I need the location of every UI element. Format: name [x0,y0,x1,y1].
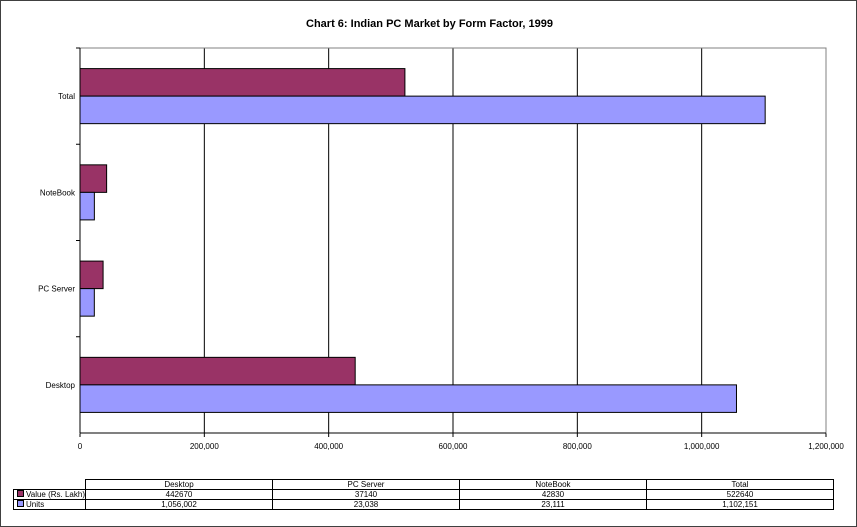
bar-value [79,260,104,290]
table-column-header: NoteBook [459,479,647,490]
x-tick-label: 800,000 [563,442,592,451]
legend-key [17,490,24,498]
table-column-header: Total [646,479,834,490]
table-cell: 522640 [646,489,834,500]
table-column-header: PC Server [272,479,460,490]
category-label: Total [58,92,75,101]
bar-units [79,384,737,413]
table-cell: 442670 [85,489,273,500]
x-tick-label: 0 [78,442,83,451]
legend-key [17,500,24,508]
table-column-header: Desktop [85,479,273,490]
table-corner [13,479,86,490]
table-cell: 1,102,151 [646,499,834,510]
table-row: Units 1,056,002 23,038 23,111 1,102,151 [13,499,834,510]
category-label: Desktop [46,381,76,390]
table-cell: 1,056,002 [85,499,273,510]
chart-title: Chart 6: Indian PC Market by Form Factor… [306,18,553,30]
table-cell: 37140 [272,489,460,500]
category-label: NoteBook [40,188,76,197]
category-label: PC Server [38,285,75,294]
table-row: Value (Rs. Lakh) 442670 37140 42830 522640 [13,489,834,500]
x-tick-label: 600,000 [439,442,468,451]
table-cell: 23,111 [459,499,647,510]
legend-label: Units [26,500,45,509]
bar-value [79,356,356,386]
bar-value [79,164,108,193]
x-tick-label: 400,000 [314,442,343,451]
legend-label: Value (Rs. Lakh) [26,490,85,499]
x-tick-label: 1,000,000 [684,442,720,451]
table-cell: 42830 [459,489,647,500]
legend-entry: Value (Rs. Lakh) [13,489,86,500]
bar-units [79,191,95,221]
table-header-row: Desktop PC Server NoteBook Total [13,479,834,490]
table-cell: 23,038 [272,499,460,510]
data-table: Desktop PC Server NoteBook Total Value (Rs. … [13,479,834,510]
bar-units [79,288,95,317]
bar-chart: 0 200,000 400,000 600,000 800,000 1,000,000 1,… [38,47,844,451]
x-tick-label: 200,000 [190,442,219,451]
legend-entry: Units [13,499,86,510]
x-tick-label: 1,200,000 [808,442,844,451]
bar-value [79,68,406,97]
bar-units [79,95,766,125]
